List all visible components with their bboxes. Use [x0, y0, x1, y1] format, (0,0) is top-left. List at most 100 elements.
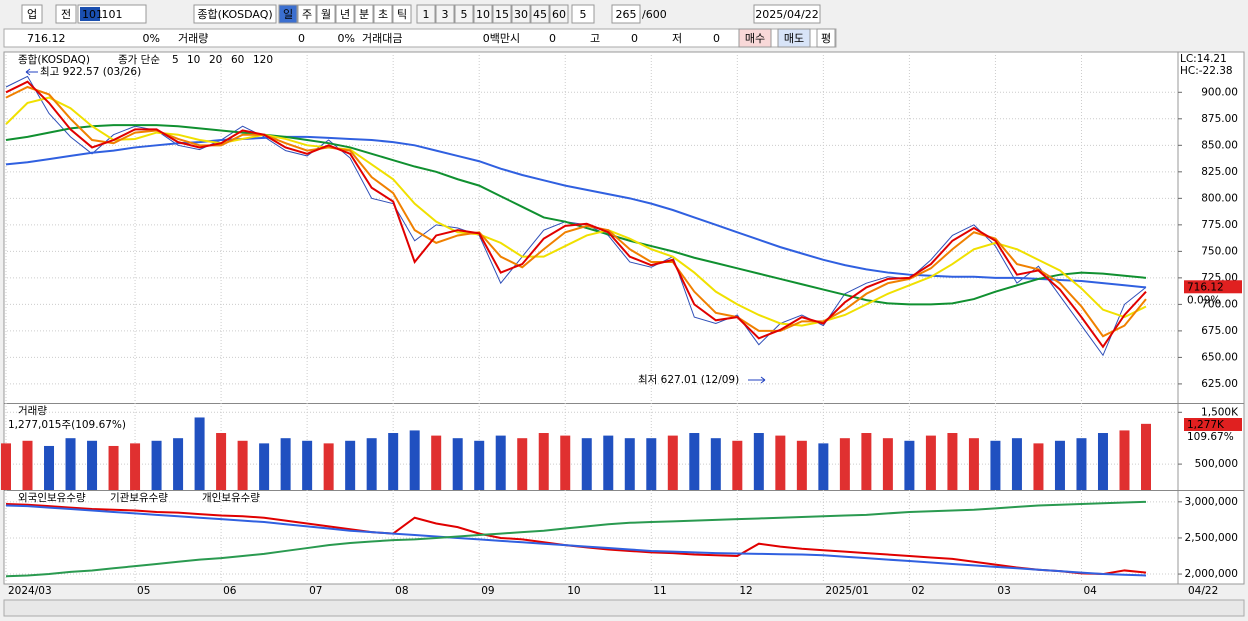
volume-bar — [87, 440, 98, 490]
volume-bar — [732, 440, 743, 490]
period-button-box[interactable] — [335, 4, 355, 24]
period-button-box[interactable] — [297, 4, 317, 24]
period-button-box[interactable] — [354, 4, 374, 24]
buy-button-box[interactable] — [738, 28, 772, 48]
high-arrow — [25, 68, 38, 76]
prev[interactable]: 전 — [61, 8, 71, 21]
count-box[interactable] — [611, 4, 641, 24]
legend-entry: 10 — [187, 54, 200, 66]
x-tick-label: 04 — [1083, 585, 1097, 597]
period-button[interactable]: 초 — [378, 8, 388, 21]
volume-bar — [710, 438, 721, 490]
volume-bar — [1, 443, 11, 490]
volume-bar — [1011, 438, 1022, 490]
volume-bar — [904, 440, 915, 490]
name-box[interactable] — [193, 4, 277, 24]
volume-bar — [388, 433, 399, 490]
volume-bar — [538, 433, 549, 490]
interval-button-box[interactable] — [511, 4, 531, 24]
period-button[interactable]: 분 — [359, 8, 369, 21]
interval-button[interactable]: 60 — [552, 8, 566, 21]
volume-bar — [603, 435, 614, 490]
quote-amount: 0백만 — [483, 32, 510, 45]
interval-button[interactable]: 3 — [442, 8, 449, 21]
count[interactable]: 265 — [616, 8, 637, 21]
volume-last-box — [1184, 418, 1242, 431]
volume-bar — [259, 443, 270, 490]
hc-label: HC:-22.38 — [1180, 65, 1233, 77]
volume-bar — [667, 435, 678, 490]
interval-value[interactable]: 5 — [580, 8, 587, 21]
interval-button-box[interactable] — [454, 4, 474, 24]
volume-bar — [560, 435, 571, 490]
interval-button-box[interactable] — [492, 4, 512, 24]
period-button[interactable]: 틱 — [397, 8, 407, 21]
legend-entry: 5 — [172, 54, 179, 66]
interval-button[interactable]: 5 — [461, 8, 468, 21]
interval-button[interactable]: 1 — [423, 8, 430, 21]
date-box[interactable] — [753, 4, 821, 24]
sell-button-box[interactable] — [777, 28, 811, 48]
quote-price: 716.12 — [27, 32, 66, 45]
y-tick-label: 500,000 — [1195, 458, 1238, 470]
avg-button[interactable]: 평 — [821, 32, 831, 45]
quote-volume-label: 거래량 — [178, 32, 208, 45]
period-button[interactable]: 일 — [283, 7, 293, 21]
volume-bar — [1097, 433, 1108, 490]
interval-button-box[interactable] — [435, 4, 455, 24]
y-tick-label: 2,000,000 — [1185, 568, 1238, 580]
avg-button-box[interactable] — [816, 28, 836, 48]
x-tick-label: 03 — [997, 585, 1010, 597]
volume-bar — [431, 435, 442, 490]
period-button-box[interactable] — [278, 4, 298, 24]
scrollbar[interactable] — [3, 599, 1245, 617]
interval-button[interactable]: 10 — [476, 8, 490, 21]
date[interactable]: 2025/04/22 — [755, 8, 818, 21]
ma-line — [5, 135, 1147, 289]
prev-box[interactable] — [55, 4, 77, 24]
name[interactable]: 종합(KOSDAQ) — [197, 8, 272, 21]
period-button-box[interactable] — [392, 4, 412, 24]
x-tick-label: 07 — [309, 585, 322, 597]
interval-button-box[interactable] — [473, 4, 493, 24]
interval-value-box[interactable] — [571, 4, 595, 24]
period-button-box[interactable] — [373, 4, 393, 24]
sell-button[interactable]: 매도 — [784, 32, 804, 45]
volume-bar — [65, 438, 76, 490]
market-box[interactable] — [21, 4, 43, 24]
volume-bar — [1141, 423, 1151, 490]
ma-line — [5, 96, 1147, 327]
period-button[interactable]: 주 — [302, 8, 312, 21]
market[interactable]: 업 — [27, 8, 37, 21]
interval-button-box[interactable] — [549, 4, 569, 24]
volume-bar — [323, 443, 334, 490]
volume-bar — [108, 445, 119, 490]
volume-bar — [452, 438, 463, 490]
close-line — [5, 75, 1147, 357]
legend-entry: 개인보유수량 — [202, 492, 260, 504]
axis-area — [1177, 51, 1245, 585]
interval-button[interactable]: 30 — [514, 8, 528, 21]
interval-button[interactable]: 45 — [533, 8, 547, 21]
interval-button[interactable]: 15 — [495, 8, 509, 21]
period-button-box[interactable] — [316, 4, 336, 24]
y-tick-label: 875.00 — [1201, 113, 1238, 125]
interval-button-box[interactable] — [530, 4, 550, 24]
volume-bar — [130, 443, 141, 490]
volume-bar — [302, 440, 313, 490]
y-tick-label: 2,500,000 — [1185, 532, 1238, 544]
quote-high: 0 — [631, 32, 638, 45]
volume-bar — [1119, 430, 1130, 490]
buy-button[interactable]: 매수 — [745, 32, 765, 45]
volume-bar — [775, 435, 786, 490]
period-button[interactable]: 월 — [321, 8, 331, 21]
y-tick-label: 825.00 — [1201, 166, 1238, 178]
period-button[interactable]: 년 — [340, 8, 350, 21]
code-input[interactable]: 101 — [102, 8, 123, 21]
volume-bar — [925, 435, 936, 490]
y-tick-label: 900.00 — [1201, 86, 1238, 98]
max-count: /600 — [642, 8, 667, 21]
volume-bar — [151, 440, 162, 490]
interval-button-box[interactable] — [416, 4, 436, 24]
y-tick-label: 700.00 — [1201, 298, 1238, 310]
